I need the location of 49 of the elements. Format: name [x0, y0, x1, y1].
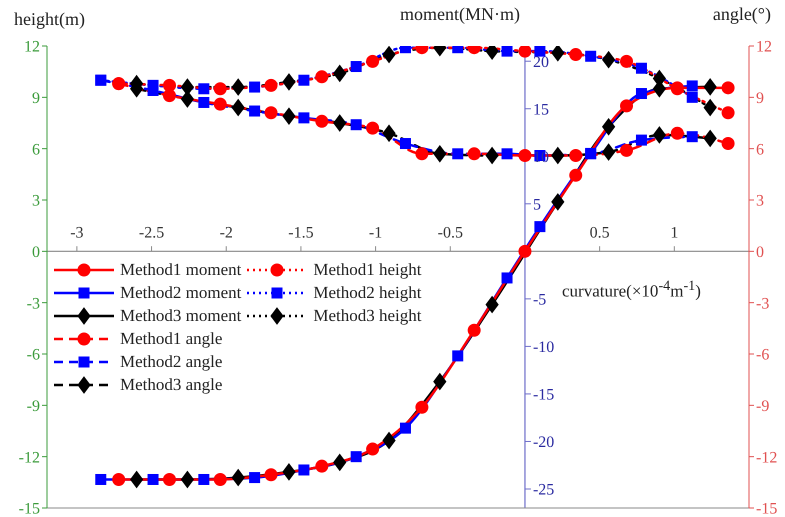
y3-tick-label: -25: [532, 482, 554, 499]
y2-tick-label: -12: [756, 449, 778, 466]
legend-label: Method1 moment: [120, 260, 242, 280]
x-tick-label: 1: [670, 224, 678, 242]
y-tick-label: -3: [26, 295, 40, 312]
y3-tick-label: -15: [532, 386, 554, 404]
y-tick-label: 12: [24, 38, 40, 56]
y3-axis-title: moment(MN·m): [400, 4, 520, 25]
y-tick-label: -9: [26, 398, 40, 416]
y2-tick-label: -9: [756, 398, 770, 416]
y-axis-title: height(m): [14, 9, 85, 30]
y3-tick-label: -10: [532, 339, 554, 356]
legend-label: Method2 height: [313, 282, 422, 302]
y-tick-label: -6: [26, 346, 40, 364]
y2-tick-label: 0: [756, 244, 764, 262]
legend-label: Method3 angle: [120, 374, 222, 394]
y2-tick-label: -6: [756, 346, 770, 364]
y-tick-label: 3: [32, 192, 40, 210]
y-tick-label: 0: [32, 244, 40, 262]
x-tick-label: -0.5: [438, 224, 463, 242]
legend-label: Method2 angle: [120, 352, 222, 372]
y3-tick-label: -5: [532, 292, 546, 309]
x-tick-label: -1: [368, 224, 382, 242]
x-tick-label: 0.5: [590, 224, 610, 242]
y3-tick-label: 20: [532, 54, 549, 71]
y2-tick-label: 12: [756, 38, 772, 56]
y3-tick-label: 5: [532, 196, 541, 214]
y2-tick-label: 6: [756, 141, 764, 158]
legend-label: Method3 moment: [120, 306, 242, 326]
legend-label: Method1 height: [313, 260, 422, 280]
y2-axis-title: angle(°): [712, 4, 771, 25]
legend-label: Method2 moment: [120, 282, 242, 302]
y-tick-label: 9: [32, 90, 40, 108]
y-tick-label: 6: [32, 141, 40, 158]
y-tick-label: -12: [18, 449, 40, 466]
y2-tick-label: 9: [756, 90, 764, 108]
y3-tick-label: 15: [532, 101, 549, 118]
y2-tick-label: 3: [756, 192, 764, 210]
x-tick-label: -2: [220, 224, 233, 242]
y3-tick-label: -20: [532, 434, 554, 452]
y2-tick-label: -3: [756, 295, 770, 312]
legend-label: Method1 angle: [120, 328, 222, 348]
legend-label: Method3 height: [313, 306, 422, 326]
y2-tick-label: -15: [756, 500, 778, 517]
x-tick-label: -1.5: [288, 224, 314, 242]
y-tick-label: -15: [18, 500, 40, 517]
x-axis-title: curvature(×10$^{-4}$m$^{-1}$): [562, 278, 701, 302]
x-tick-label: -3: [70, 224, 84, 242]
x-tick-label: -2.5: [138, 224, 164, 242]
